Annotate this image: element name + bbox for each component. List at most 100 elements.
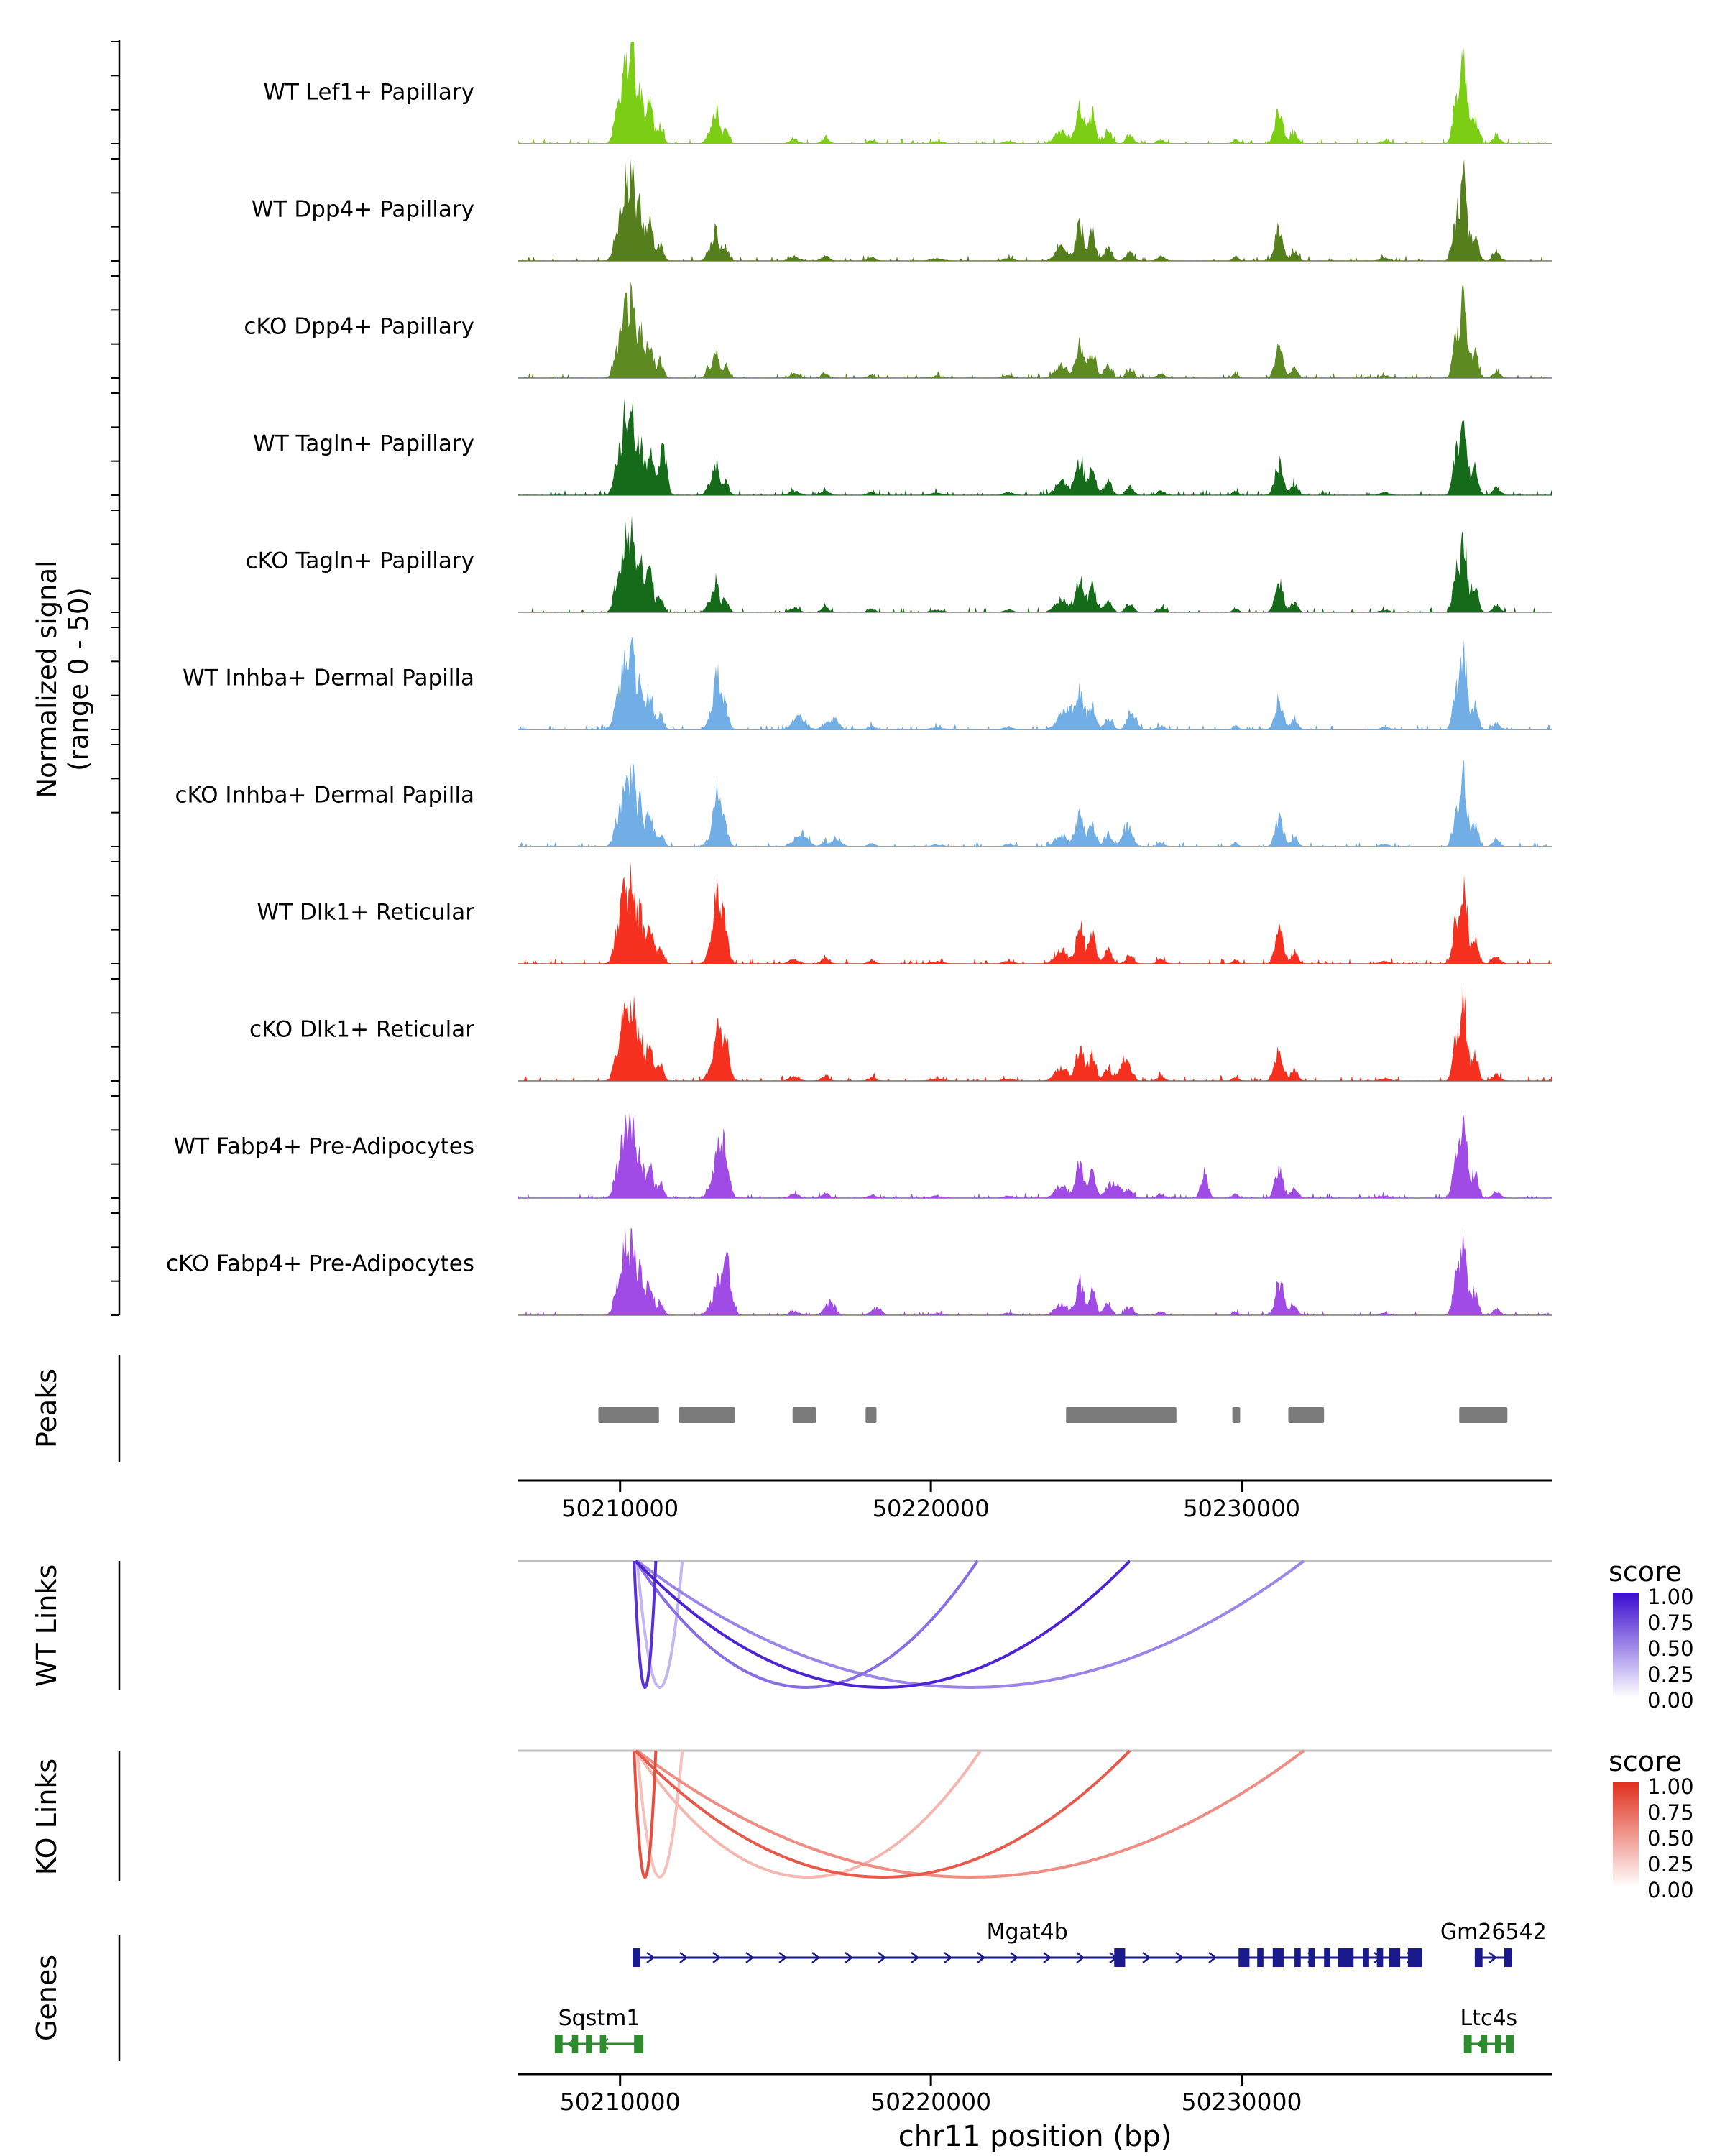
bottom-axis-tick-label: 50220000: [870, 2088, 991, 2116]
link-arc: [634, 1749, 1131, 1879]
strand-arrow-icon: [944, 1952, 953, 1963]
peak-interval: [792, 1407, 816, 1423]
strand-arrow-icon: [1208, 1952, 1218, 1963]
coverage-track: WT Inhba+ Dermal Papilla: [183, 637, 1552, 730]
gene-name-label: Sqstm1: [558, 2006, 640, 2031]
gene-exon: [1474, 1948, 1483, 1967]
legend-tick-label: 0.75: [1647, 1611, 1694, 1635]
gene-exon: [554, 2035, 563, 2053]
strand-arrow-icon: [811, 1952, 821, 1963]
gene-exon: [1506, 2035, 1514, 2053]
legend-color-bar: [1613, 1593, 1639, 1697]
bottom-axis-tick-label: 50210000: [560, 2088, 681, 2116]
legend-tick-label: 0.50: [1647, 1826, 1694, 1851]
link-arc: [632, 1750, 658, 1879]
gene-exon: [571, 2035, 579, 2053]
mid-axis-tick-label: 50220000: [873, 1495, 990, 1522]
coverage-signal-area: [518, 984, 1552, 1081]
legend-tick-label: 0.50: [1647, 1636, 1694, 1661]
gene-exon: [1495, 2035, 1501, 2053]
strand-arrow-icon: [1076, 1952, 1085, 1963]
tracks-y-axis: [111, 40, 121, 1316]
genes-track: Mgat4b Gm26542 Sqstm1 Ltc4s: [118, 1920, 1547, 2061]
coverage-signal-area: [518, 159, 1552, 261]
coverage-track: WT Dlk1+ Reticular: [257, 862, 1552, 964]
gene-name-label: Mgat4b: [987, 1920, 1068, 1945]
strand-arrow-icon: [977, 1952, 986, 1963]
strand-arrow-icon: [679, 1952, 689, 1963]
coverage-signal-area: [518, 1228, 1552, 1315]
peaks-track: [118, 1355, 1508, 1462]
peak-interval: [865, 1407, 877, 1423]
legend-tick-label: 0.00: [1647, 1688, 1694, 1713]
legend-color-bar: [1613, 1782, 1639, 1887]
section-labels: Normalized signal (range 0 - 50) Peaks W…: [31, 560, 94, 2041]
ko-links-score-legend: 1.000.750.500.250.00: [1613, 1774, 1694, 1902]
gene-exon: [1463, 2035, 1472, 2053]
ko-score-legend-title: score: [1609, 1746, 1682, 1777]
gene-exon: [1376, 1948, 1384, 1967]
coverage-track: cKO Dpp4+ Papillary: [244, 281, 1552, 379]
coverage-track: WT Dpp4+ Papillary: [252, 159, 1552, 262]
wt-score-legend-title: score: [1609, 1556, 1682, 1588]
track-label: WT Dlk1+ Reticular: [257, 900, 475, 926]
gene-exon: [1238, 1948, 1250, 1967]
ko-links-track: [118, 1749, 1552, 1881]
gene-exon: [1504, 1948, 1512, 1967]
gene-exon: [599, 2035, 607, 2053]
legend-tick-label: 1.00: [1647, 1774, 1694, 1799]
track-label: WT Inhba+ Dermal Papilla: [183, 665, 474, 691]
coverage-track: WT Lef1+ Papillary: [263, 42, 1552, 144]
genes-section-label: Genes: [31, 1955, 63, 2041]
gene: Mgat4b: [632, 1920, 1422, 1967]
track-label: cKO Tagln+ Papillary: [246, 548, 474, 574]
peak-interval: [598, 1407, 659, 1423]
link-arc: [634, 1560, 1131, 1689]
coverage-track: cKO Dlk1+ Reticular: [249, 984, 1552, 1082]
gene-exon: [632, 1948, 640, 1967]
gene: Gm26542: [1440, 1920, 1547, 1967]
track-label: WT Dpp4+ Papillary: [252, 197, 474, 223]
link-arc: [636, 1749, 1305, 1879]
track-label: cKO Dlk1+ Reticular: [249, 1017, 474, 1043]
strand-arrow-icon: [646, 1952, 656, 1963]
track-label: WT Tagln+ Papillary: [253, 431, 474, 457]
coverage-signal-area: [518, 1111, 1552, 1198]
track-label: cKO Inhba+ Dermal Papilla: [175, 783, 475, 808]
track-label: WT Fabp4+ Pre-Adipocytes: [174, 1134, 475, 1160]
bottom-position-axis: 50210000 50220000 50230000: [518, 2073, 1552, 2116]
coverage-track: cKO Tagln+ Papillary: [246, 515, 1552, 613]
gene-exon: [1257, 1948, 1264, 1967]
strand-arrow-icon: [1142, 1952, 1151, 1963]
link-arc: [635, 1750, 684, 1879]
coverage-signal-area: [518, 637, 1552, 729]
strand-arrow-icon: [878, 1952, 887, 1963]
coverage-signal-area: [518, 42, 1552, 144]
gene: Sqstm1: [554, 2006, 644, 2053]
gene-exon: [1294, 1948, 1301, 1967]
track-label: cKO Dpp4+ Papillary: [244, 314, 474, 340]
coverage-track: cKO Fabp4+ Pre-Adipocytes: [166, 1228, 1552, 1316]
legend-tick-label: 0.25: [1647, 1662, 1694, 1687]
peak-interval: [1066, 1407, 1177, 1423]
ko-links-section-label: KO Links: [31, 1759, 63, 1875]
gene-exon: [1114, 1948, 1126, 1967]
strand-arrow-icon: [845, 1952, 854, 1963]
mid-axis-tick-label: 50210000: [561, 1495, 678, 1522]
strand-arrow-icon: [911, 1952, 920, 1963]
gene-exon: [1481, 2035, 1488, 2053]
gene-exon: [1272, 1948, 1284, 1967]
gene-exon: [1324, 1948, 1330, 1967]
gene-exon: [1308, 1948, 1315, 1967]
strand-arrow-icon: [1043, 1952, 1052, 1963]
coverage-signal-area: [518, 281, 1552, 378]
gene-name-label: Ltc4s: [1460, 2006, 1518, 2031]
gene-exon: [1363, 1948, 1369, 1967]
peaks-section-label: Peaks: [31, 1369, 63, 1448]
link-arc: [634, 1560, 979, 1689]
coverage-signal-area: [518, 398, 1552, 495]
coverage-track: cKO Inhba+ Dermal Papilla: [175, 760, 1552, 847]
signal-axis-title-line2: (range 0 - 50): [63, 587, 94, 771]
strand-arrow-icon: [1175, 1952, 1184, 1963]
